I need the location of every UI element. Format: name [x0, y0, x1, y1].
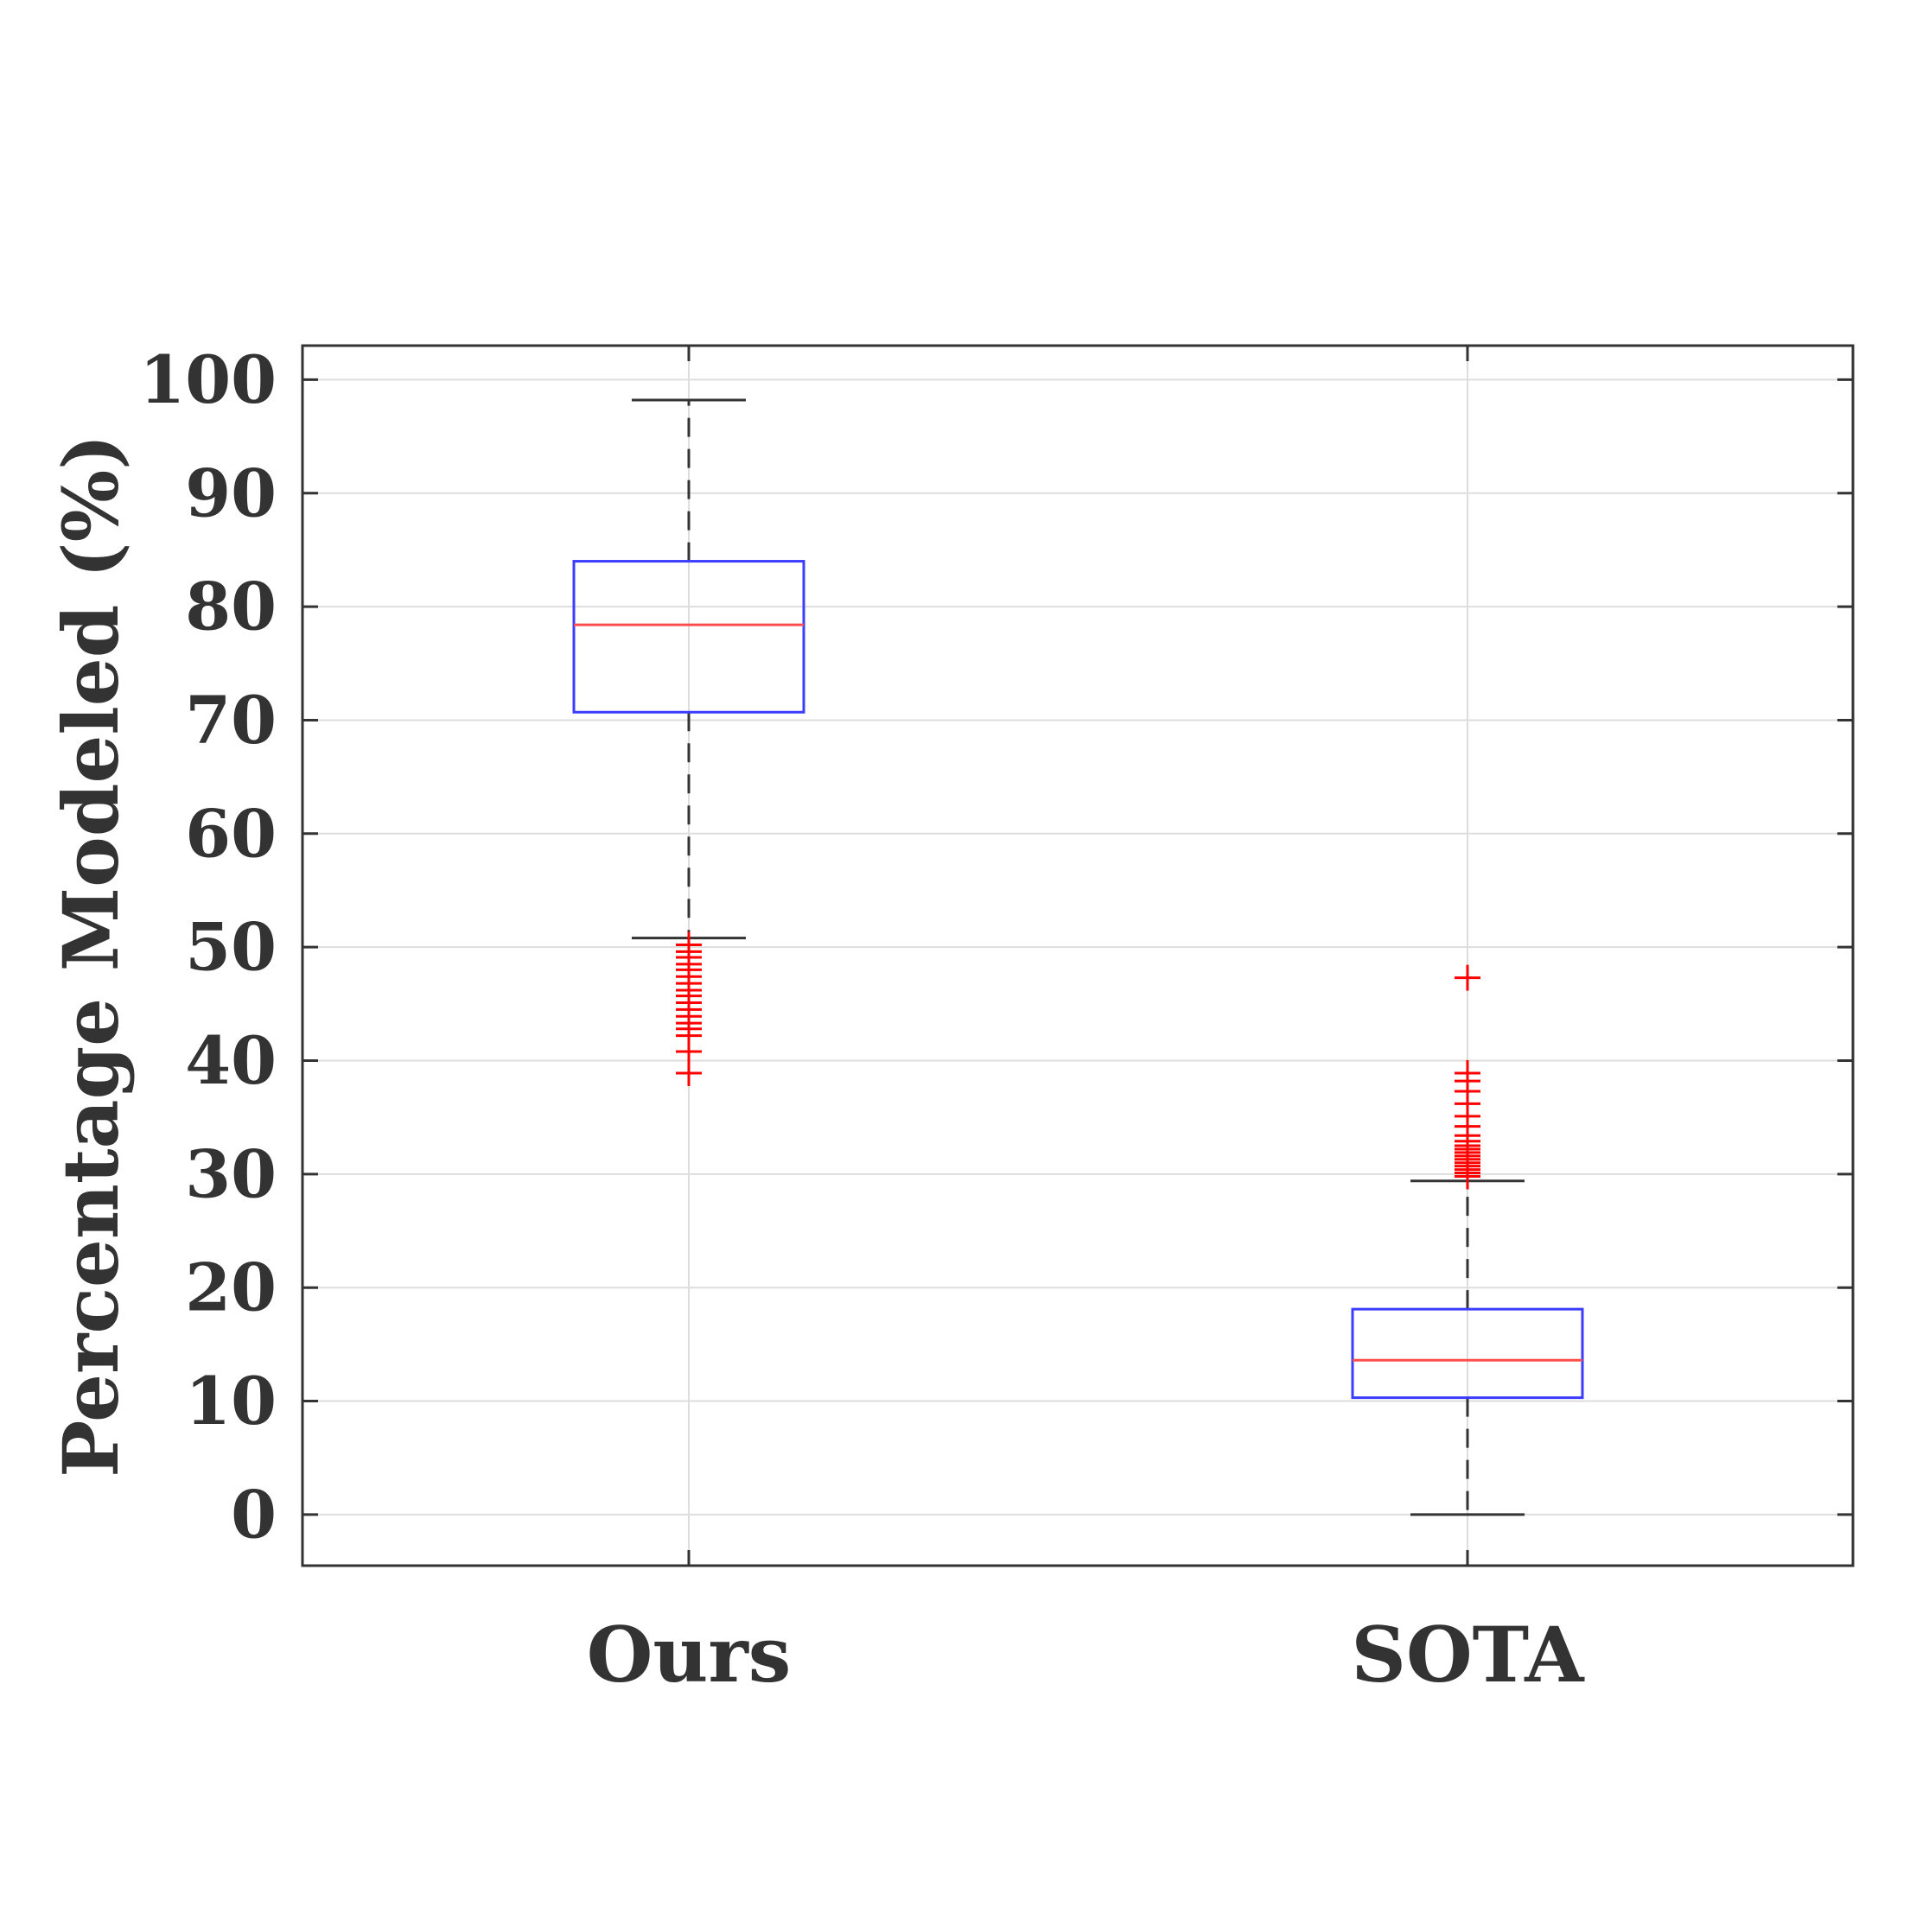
y-tick-labels: 0 10 20 30 40 50 60 70 80 90 100: [139, 341, 277, 1553]
outlier-point: [1455, 964, 1480, 991]
plot-area-frame: [301, 344, 1855, 1567]
iqr-box: [1351, 1307, 1584, 1400]
y-tick-label: 100: [139, 341, 277, 418]
y-tick-label: 10: [185, 1363, 277, 1439]
y-tick-label: 70: [185, 682, 277, 759]
y-tick-label: 20: [185, 1249, 277, 1326]
y-tick-label: 40: [185, 1022, 277, 1099]
y-tick-label: 90: [185, 454, 277, 531]
box-ours: [572, 398, 805, 1086]
box-sota: [1351, 964, 1584, 1516]
box-plots: [572, 398, 1584, 1516]
outlier-point: [1455, 1163, 1480, 1190]
x-tick-label-sota: SOTA: [1351, 1610, 1585, 1700]
y-tick-label: 50: [185, 909, 277, 986]
iqr-box: [572, 560, 805, 714]
x-tick-labels: Ours SOTA: [587, 1610, 1586, 1700]
x-tick-label-ours: Ours: [587, 1610, 792, 1700]
axis-ticks: [302, 346, 1853, 1566]
outlier-point: [676, 1059, 702, 1086]
y-tick-label: 30: [185, 1135, 277, 1212]
y-tick-label: 0: [231, 1476, 277, 1553]
y-tick-label: 60: [185, 795, 277, 872]
y-axis-title: Percentage Modeled (%): [46, 434, 136, 1478]
grid-lines: [302, 346, 1853, 1566]
y-tick-label: 80: [185, 569, 277, 645]
